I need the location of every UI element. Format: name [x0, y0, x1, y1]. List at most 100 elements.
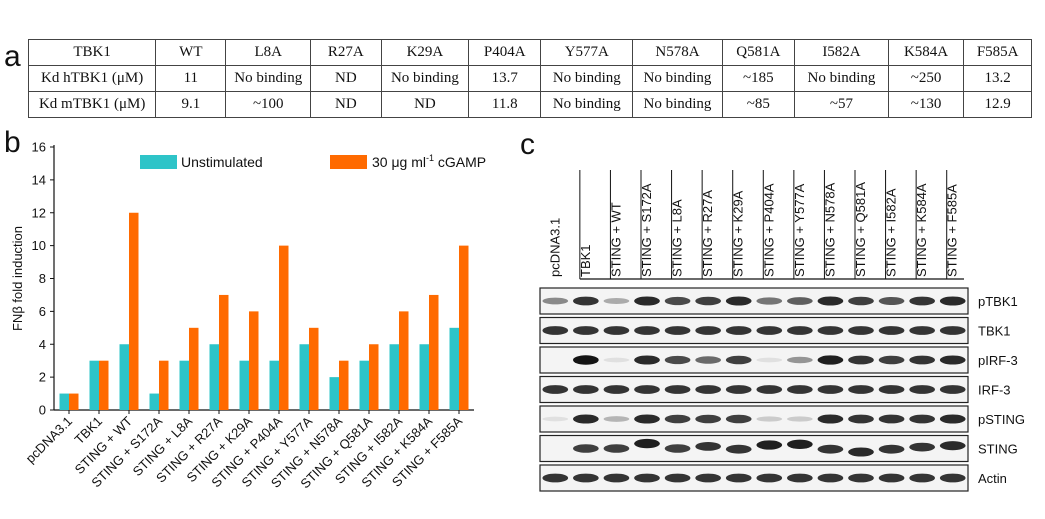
blot-band — [725, 355, 752, 365]
table-row: Kd mTBK1 (μM) 9.1 ~100 ND ND 11.8 No binding No… — [27, 91, 1032, 118]
table-cell: ~185 — [721, 65, 796, 92]
western-blot: pcDNA3.1 TBK1 STING + WT STING + S172A STING… — [539, 170, 1025, 492]
blot-band — [542, 326, 569, 335]
table-header-cell: K29A — [380, 39, 470, 66]
y-tick-label: 6 — [39, 304, 46, 319]
legend-label-cgamp-suffix: cGAMP — [434, 154, 486, 170]
table-cell: 13.2 — [963, 65, 1032, 92]
blot-row-label: IRF-3 — [978, 383, 1011, 398]
binding-table: TBK1 WT L8A R27A K29A P404A Y577A N578A Q581A I58… — [27, 39, 1032, 118]
blot-band — [878, 355, 905, 365]
legend-swatch-unstimulated — [140, 155, 177, 169]
table-header-cell: K584A — [887, 39, 965, 66]
table-header-cell: I582A — [794, 39, 889, 66]
y-tick-label: 4 — [39, 337, 46, 352]
table-cell: ~100 — [225, 91, 312, 118]
bar-unstimulated — [89, 360, 99, 410]
table-header-cell: Y577A — [540, 39, 634, 66]
blot-band — [878, 326, 905, 335]
table-cell: ND — [310, 65, 382, 92]
blot-band — [939, 414, 966, 424]
bar-cgamp — [99, 360, 109, 410]
bar-cgamp — [459, 245, 469, 410]
blot-band — [725, 473, 752, 483]
blot-band — [603, 416, 630, 422]
blot-band — [573, 444, 599, 453]
blot-band — [634, 326, 660, 335]
table-cell: 12.9 — [963, 91, 1032, 118]
table-header-cell: N578A — [632, 39, 723, 66]
blot-band — [634, 473, 660, 483]
blot-band — [817, 414, 844, 424]
lane-label: STING + I582A — [884, 188, 899, 277]
blot-band — [695, 356, 721, 364]
blot-band — [542, 385, 569, 394]
table-cell: ~85 — [721, 91, 796, 118]
bar-cgamp — [69, 393, 79, 410]
blot-band — [573, 385, 599, 394]
blot-band — [603, 385, 630, 394]
blot-band — [664, 414, 691, 424]
blot-band — [756, 326, 783, 335]
table-cell: ND — [310, 91, 382, 118]
blot-band — [603, 357, 630, 363]
bar-unstimulated — [269, 360, 279, 410]
blot-band — [695, 473, 721, 483]
bar-cgamp — [309, 327, 319, 410]
blot-band — [573, 296, 599, 306]
blot-band — [634, 296, 660, 306]
blot-band — [634, 385, 660, 394]
bar-cgamp — [219, 294, 229, 410]
bar-cgamp — [129, 212, 139, 410]
blot-band — [634, 414, 660, 424]
lane-label: STING + Q581A — [853, 182, 868, 277]
blot-band — [817, 296, 844, 306]
bar-cgamp — [339, 360, 349, 410]
bar-unstimulated — [329, 377, 339, 410]
bar-cgamp — [279, 245, 289, 410]
bar-unstimulated — [209, 344, 219, 410]
blot-band — [787, 326, 813, 335]
blot-band — [787, 416, 813, 422]
y-tick-label: 0 — [39, 403, 46, 418]
table-header-cell: R27A — [310, 39, 382, 66]
blot-band — [939, 355, 966, 365]
lane-label: STING + L8A — [670, 199, 685, 277]
blot-band — [573, 355, 599, 365]
blot-row-label: pTBK1 — [978, 294, 1018, 309]
blot-band — [939, 473, 966, 483]
table-cell: ND — [380, 91, 470, 118]
bar-unstimulated — [299, 344, 309, 410]
blot-band — [725, 326, 752, 335]
table-cell: No binding — [225, 65, 312, 92]
blot-band — [848, 447, 874, 457]
y-tick-label: 2 — [39, 370, 46, 385]
blot-band — [939, 441, 966, 451]
table-header-cell: F585A — [963, 39, 1032, 66]
blot-row-label: pIRF-3 — [978, 353, 1018, 368]
table-cell: No binding — [632, 65, 723, 92]
blot-band — [878, 444, 905, 454]
blot-band — [817, 326, 844, 335]
blot-band — [848, 385, 874, 394]
blot-row-label: pSTING — [978, 412, 1025, 427]
blot-band — [909, 442, 935, 452]
blot-band — [939, 385, 966, 394]
table-cell: 9.1 — [155, 91, 227, 118]
blot-band — [664, 385, 691, 394]
blot-band — [603, 473, 630, 483]
lane-label: STING + R27A — [700, 190, 715, 277]
blot-band — [573, 473, 599, 483]
legend-swatch-cgamp — [330, 155, 367, 169]
table-cell: ~57 — [794, 91, 889, 118]
table-cell: Kd mTBK1 (μM) — [27, 91, 157, 118]
table-cell: Kd hTBK1 (μM) — [27, 65, 157, 92]
y-tick-label: 14 — [32, 172, 46, 187]
lane-label: STING + N578A — [822, 182, 837, 277]
table-header-cell: L8A — [225, 39, 312, 66]
blot-band — [695, 441, 721, 451]
blot-band — [634, 355, 660, 365]
blot-band — [787, 297, 813, 305]
blot-band — [695, 385, 721, 394]
blot-band — [603, 326, 630, 335]
